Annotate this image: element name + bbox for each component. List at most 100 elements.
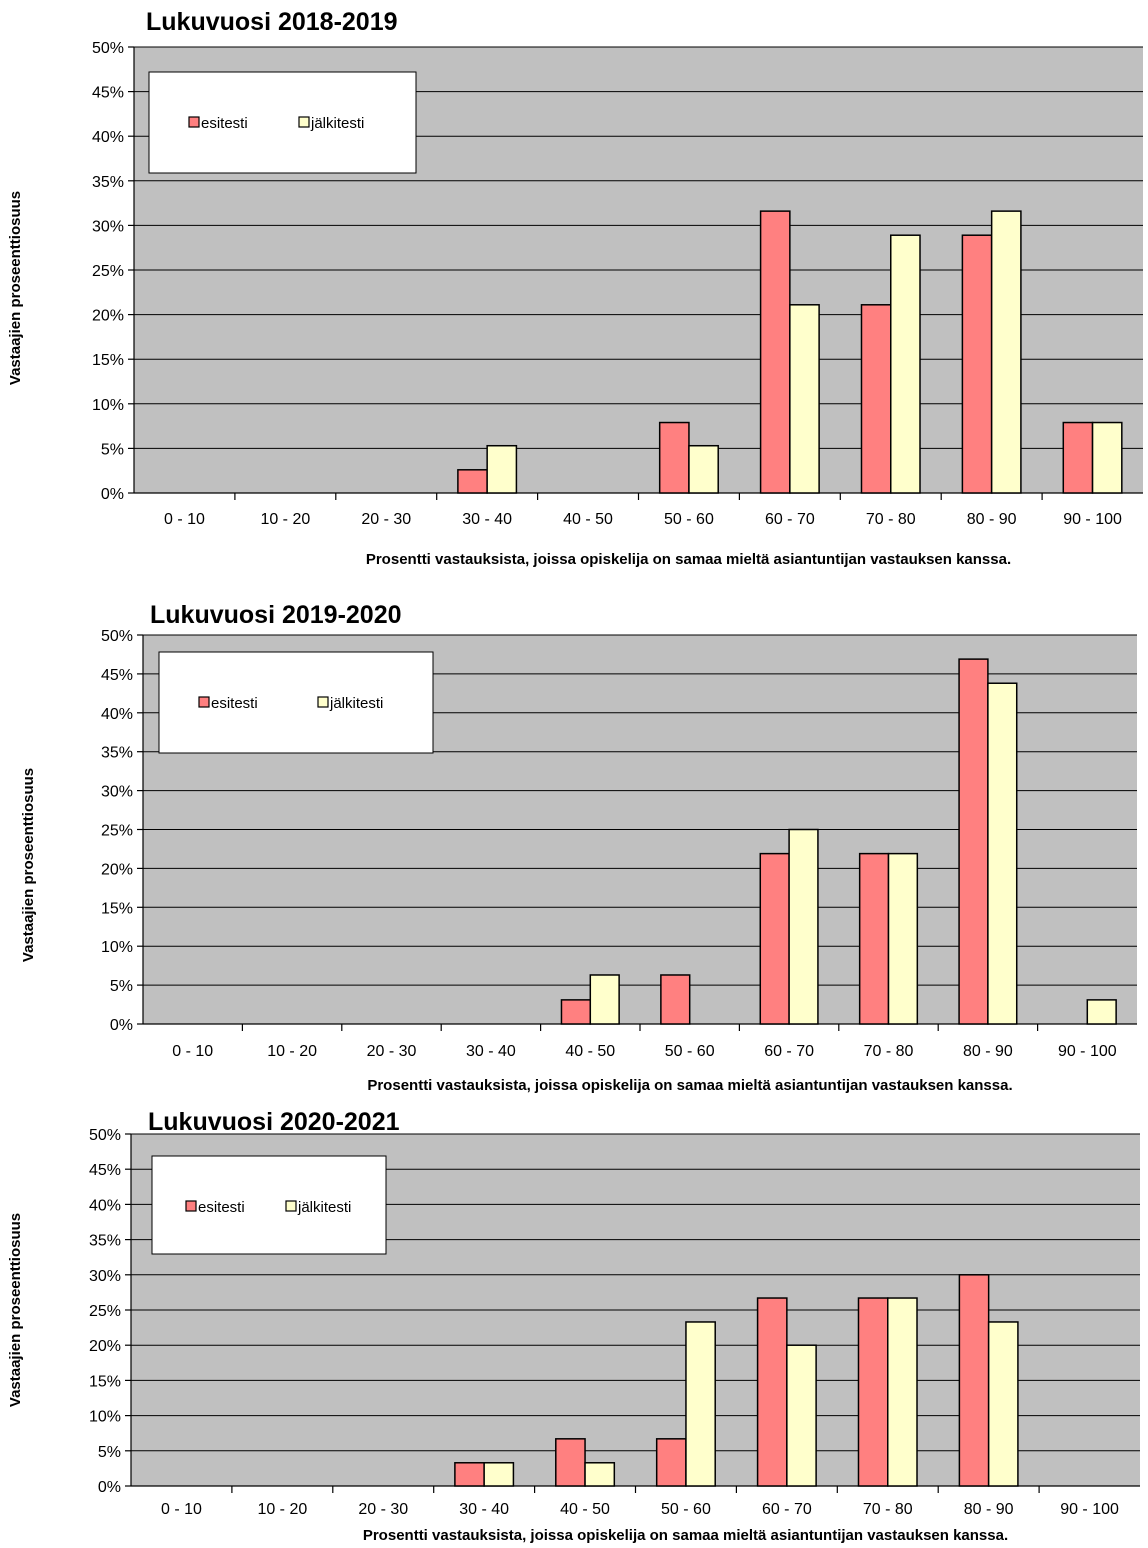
bar-jlkitesti [990, 210, 1022, 494]
x-tick-label: 40 - 50 [563, 511, 613, 528]
y-tick-label: 35% [89, 1233, 121, 1250]
y-tick-label: 5% [98, 1444, 121, 1461]
bar-jlkitesti [987, 1321, 1019, 1487]
chart-title: Lukuvuosi 2020-2021 [148, 1110, 400, 1136]
x-tick-label: 0 - 10 [164, 511, 205, 528]
y-axis-title: Vastaajien proseenttiosuus [20, 768, 37, 962]
bar-jlkitesti [486, 444, 518, 494]
y-tick-label: 0% [110, 1017, 133, 1034]
y-tick-label: 30% [101, 784, 133, 801]
bar-esitesti [655, 1438, 687, 1487]
x-tick-label: 80 - 90 [963, 1043, 1013, 1060]
x-tick-label: 10 - 20 [260, 511, 310, 528]
y-axis-title: Vastaajien proseenttiosuus [7, 191, 24, 385]
x-tick-label: 70 - 80 [863, 1501, 913, 1518]
x-tick-label: 90 - 100 [1063, 511, 1122, 528]
legend-label: esitesti [211, 695, 258, 712]
x-tick-label: 60 - 70 [765, 511, 815, 528]
bar-esitesti [958, 658, 989, 1025]
bar-esitesti [858, 852, 890, 1025]
bar-jlkitesti [1086, 999, 1117, 1025]
bar-esitesti [759, 210, 791, 494]
y-tick-label: 35% [101, 745, 133, 762]
x-tick-label: 20 - 30 [361, 511, 411, 528]
bar-esitesti [756, 1297, 788, 1487]
bar-chart-2018-2019: 0% 5% 10% 15% 20% 25% 30% 35% 40% 45% 50% 0 - 10 10 … [7, 8, 1143, 568]
bar-jlkitesti [786, 1344, 817, 1487]
y-tick-label: 50% [101, 628, 133, 645]
x-tick-label: 0 - 10 [172, 1043, 213, 1060]
y-tick-label: 45% [89, 1162, 121, 1179]
y-tick-label: 45% [92, 85, 124, 102]
x-axis-title: Prosentti vastauksista, joissa opiskelij… [366, 551, 1011, 568]
bar-jlkitesti [788, 828, 819, 1025]
y-tick-label: 5% [110, 978, 133, 995]
x-tick-label: 0 - 10 [161, 1501, 202, 1518]
y-tick-label: 0% [101, 486, 124, 503]
bar-esitesti [860, 304, 892, 494]
bar-esitesti [454, 1462, 485, 1487]
bar-jlkitesti [890, 234, 921, 494]
y-tick-label: 10% [92, 397, 124, 414]
bar-esitesti [555, 1438, 586, 1487]
x-tick-label: 50 - 60 [665, 1043, 715, 1060]
bar-jlkitesti [789, 304, 820, 494]
chart-panel-2019-2020: 0% 5% 10% 15% 20% 25% 30% 35% 40% 45% 50% 0 - 10 10 … [0, 590, 1148, 1110]
x-tick-label: 90 - 100 [1058, 1043, 1117, 1060]
bar-jlkitesti [887, 1297, 918, 1487]
y-tick-label: 40% [92, 129, 124, 146]
y-tick-label: 0% [98, 1479, 121, 1496]
y-tick-label: 25% [89, 1303, 121, 1320]
x-tick-label: 70 - 80 [866, 511, 916, 528]
bar-chart-2020-2021: 0% 5% 10% 15% 20% 25% 30% 35% 40% 45% 50% 0 - 10 10 … [7, 1110, 1140, 1544]
x-tick-label: 30 - 40 [459, 1501, 509, 1518]
bar-esitesti [560, 999, 592, 1025]
chart-panel-2018-2019: 0% 5% 10% 15% 20% 25% 30% 35% 40% 45% 50% 0 - 10 10 … [0, 0, 1148, 580]
y-tick-label: 50% [92, 40, 124, 57]
legend-label: jälkitesti [329, 695, 383, 712]
y-axis-title: Vastaajien proseenttiosuus [7, 1213, 24, 1407]
legend-label: esitesti [201, 115, 248, 132]
y-tick-label: 45% [101, 667, 133, 684]
y-tick-label: 20% [89, 1338, 121, 1355]
x-axis-title: Prosentti vastauksista, joissa opiskelij… [363, 1527, 1008, 1544]
bar-esitesti [658, 421, 690, 494]
chart-title: Lukuvuosi 2018-2019 [146, 8, 398, 36]
y-tick-label: 40% [101, 706, 133, 723]
bar-esitesti [958, 1274, 990, 1487]
x-tick-label: 70 - 80 [864, 1043, 914, 1060]
x-tick-label: 40 - 50 [565, 1043, 615, 1060]
bar-jlkitesti [987, 682, 1018, 1025]
legend-swatch [188, 116, 200, 128]
bar-jlkitesti [887, 852, 919, 1025]
y-tick-label: 15% [89, 1373, 121, 1390]
x-tick-label: 10 - 20 [257, 1501, 307, 1518]
x-tick-label: 90 - 100 [1060, 1501, 1119, 1518]
y-tick-label: 15% [92, 352, 124, 369]
bar-jlkitesti [1091, 421, 1123, 494]
x-tick-label: 60 - 70 [762, 1501, 812, 1518]
bar-esitesti [660, 974, 691, 1025]
bar-esitesti [457, 469, 488, 494]
x-tick-label: 30 - 40 [462, 511, 512, 528]
bar-esitesti [857, 1297, 889, 1487]
bar-esitesti [1062, 421, 1094, 494]
y-tick-label: 35% [92, 174, 124, 191]
legend-swatch [298, 116, 310, 128]
x-tick-label: 50 - 60 [664, 511, 714, 528]
y-tick-label: 25% [92, 263, 124, 280]
legend-label: esitesti [198, 1199, 245, 1216]
x-tick-label: 80 - 90 [964, 1501, 1014, 1518]
bar-jlkitesti [483, 1462, 515, 1487]
x-tick-label: 80 - 90 [967, 511, 1017, 528]
x-tick-label: 40 - 50 [560, 1501, 610, 1518]
bar-jlkitesti [688, 444, 719, 494]
y-tick-label: 30% [89, 1268, 121, 1285]
legend-swatch [317, 696, 329, 708]
y-tick-label: 5% [101, 441, 124, 458]
chart-panel-2020-2021: 0% 5% 10% 15% 20% 25% 30% 35% 40% 45% 50% 0 - 10 10 … [0, 1110, 1148, 1548]
y-tick-label: 20% [92, 308, 124, 325]
bar-esitesti [961, 234, 993, 494]
x-tick-label: 20 - 30 [358, 1501, 408, 1518]
x-tick-label: 20 - 30 [367, 1043, 417, 1060]
